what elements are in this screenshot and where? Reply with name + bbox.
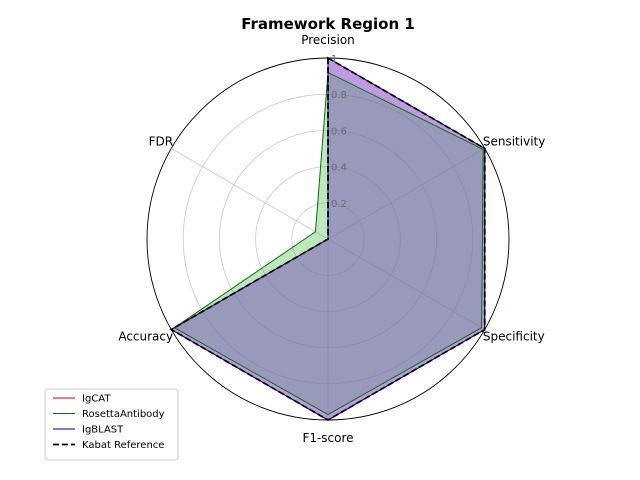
axis-label-precision: Precision [301, 33, 355, 47]
legend: IgCAT RosettaAntibody IgBLAST Kabat Referen… [44, 388, 179, 461]
radial-tick-label: 0.8 [331, 90, 347, 101]
series-line-3 [169, 56, 486, 422]
radial-tick-label: 0.4 [331, 163, 347, 174]
grid-spoke [327, 238, 485, 330]
axis-label-sensitivity: Sensitivity [483, 135, 545, 149]
legend-box [44, 388, 179, 461]
series-layer [169, 56, 486, 422]
axis-label-f1-score: F1-score [302, 431, 353, 445]
label-layer: 0.2 0.4 0.6 0.8 1 Precision Sensitivity Specifi… [118, 33, 545, 445]
axis-label-accuracy: Accuracy [118, 330, 173, 344]
legend-label-3: Kabat Reference [82, 440, 164, 451]
grid-spoke [327, 148, 485, 240]
radial-tick-label: 0.2 [331, 199, 347, 210]
chart-title: Framework Region 1 [241, 15, 415, 33]
legend-label-1: RosettaAntibody [82, 409, 165, 420]
axis-label-fdr: FDR [149, 135, 173, 149]
series-line-1 [173, 71, 484, 416]
radial-tick-label: 1 [331, 54, 337, 65]
legend-label-0: IgCAT [82, 394, 111, 405]
grid-spoke [171, 148, 329, 240]
radial-tick-label: 0.6 [331, 126, 347, 137]
legend-label-2: IgBLAST [82, 425, 124, 436]
axis-label-specificity: Specificity [483, 330, 545, 344]
series-fill-1 [174, 72, 484, 415]
